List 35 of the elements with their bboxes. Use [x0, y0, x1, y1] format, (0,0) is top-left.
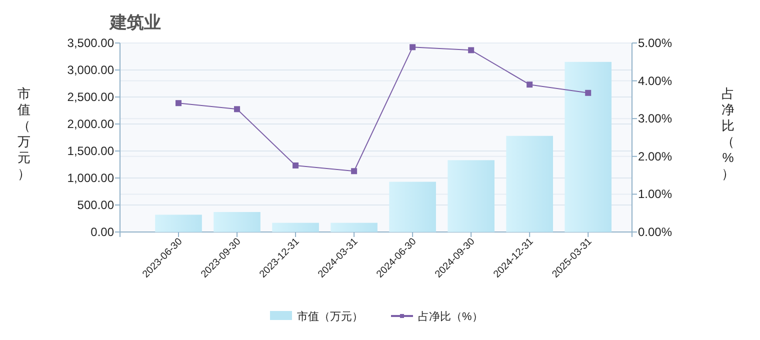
point	[351, 168, 358, 174]
y-tick-label: 2,000.00	[67, 117, 114, 131]
bar	[330, 222, 378, 232]
y2-tick-label: 3.00%	[638, 112, 672, 126]
y-axis-title: 市值（万元）	[18, 86, 30, 181]
y2-axis-title: 占净比（%）	[722, 86, 734, 181]
bar	[564, 62, 612, 232]
chart-title: 建筑业	[108, 13, 161, 32]
y-tick-label: 1,500.00	[67, 144, 114, 158]
y-tick-label: 3,000.00	[67, 63, 114, 77]
y-tick-label: 500.00	[77, 198, 114, 212]
y2-tick-label: 1.00%	[638, 187, 672, 202]
bar	[155, 214, 202, 232]
point	[234, 106, 240, 112]
legend-label: 占净比（%）	[418, 310, 483, 323]
y-tick-label: 0.00	[90, 225, 114, 239]
legend-label: 市值（万元）	[297, 310, 363, 323]
y2-tick-label: 5.00%	[638, 36, 672, 50]
point	[526, 82, 533, 88]
bar	[214, 212, 260, 232]
y2-tick-label: 4.00%	[638, 74, 672, 88]
point	[468, 47, 474, 54]
bar	[448, 160, 494, 232]
y-tick-label: 1,000.00	[67, 171, 114, 185]
point	[292, 162, 299, 168]
bar	[506, 136, 554, 232]
y2-tick-label: 0.00%	[638, 225, 672, 239]
y2-tick-label: 2.00%	[638, 149, 672, 164]
bar	[389, 182, 436, 232]
y-tick-label: 2,500.00	[67, 90, 114, 104]
point	[585, 90, 592, 96]
y-tick-label: 3,500.00	[67, 36, 114, 50]
bar	[272, 222, 319, 232]
point	[410, 44, 416, 50]
point	[176, 100, 182, 106]
